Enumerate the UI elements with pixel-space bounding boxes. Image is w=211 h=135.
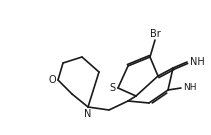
Text: NH: NH — [183, 84, 196, 92]
Text: N: N — [84, 109, 92, 119]
Text: Br: Br — [150, 29, 160, 39]
Text: NH: NH — [190, 57, 205, 67]
Text: O: O — [48, 75, 56, 85]
Text: S: S — [110, 83, 116, 93]
